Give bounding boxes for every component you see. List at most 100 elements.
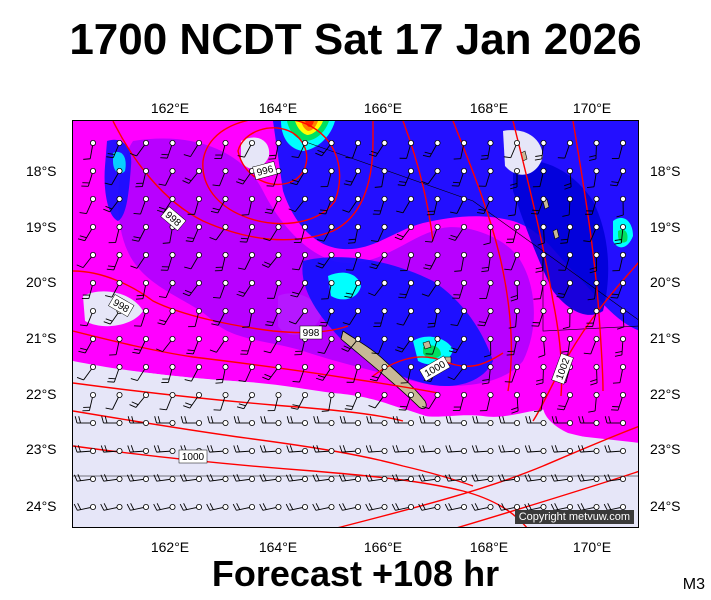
isobar-ne-4 [402,121,434,242]
wind-barb-feather [498,474,502,482]
station-circle-icon [460,363,467,370]
wind-barb-icon [398,391,414,411]
wind-barb-feather [156,474,161,481]
wind-barb-feather [450,324,458,327]
cyan-rain-cell-west [113,151,126,174]
station-circle-icon [248,503,255,510]
station-circle-icon [540,168,547,175]
station-circle-icon [328,447,335,454]
wind-barb-feather [535,154,543,157]
lat-label-24s-right: 24°S [650,498,681,514]
station-circle-icon [143,251,150,258]
wind-barb-feather [264,211,272,214]
wind-barb-feather [259,474,264,482]
wind-barb-feather [105,407,113,410]
wind-barb-icon [342,196,361,213]
wind-barb-feather [422,406,430,409]
station-circle-icon [89,251,96,258]
wind-barb-feather [74,474,78,482]
wind-barb-feather [394,236,402,241]
station-circle-icon [328,168,335,175]
wind-barb-feather [448,445,452,453]
wind-barb-feather [527,503,532,510]
wind-barb-feather [342,445,346,453]
station-circle-icon [434,224,441,231]
wind-barb-icon [447,363,467,381]
station-circle-icon [593,419,600,426]
wind-barb-feather [261,264,269,268]
wind-barb-feather [212,184,220,187]
wind-barb-feather [480,158,488,160]
wind-barb-feather [131,401,139,406]
station-circle-icon [275,251,282,258]
wind-barb-feather [481,382,489,385]
station-circle-icon [196,224,203,231]
wind-barb-icon [341,335,361,352]
map-canvas: 996 998 998 998 1000 1002 [73,121,638,527]
wind-barb-icon [339,416,361,426]
wind-barb-feather [365,503,370,511]
wind-barb-feather [554,503,559,510]
wind-barb-feather [158,183,166,186]
wind-barb-icon [560,335,573,357]
station-circle-icon [301,168,308,175]
station-circle-icon [328,139,335,146]
wind-barb-feather [527,474,532,481]
wind-barb-icon [537,224,547,246]
station-circle-icon [540,307,547,314]
station-circle-icon [593,224,600,231]
wind-barb-icon [186,335,203,355]
station-circle-icon [381,475,388,482]
wind-barb-icon [418,445,441,454]
wind-barb-icon [73,503,96,511]
isobar-ne-3 [572,121,604,392]
wind-barb-feather [339,445,343,453]
station-circle-icon [248,196,255,203]
wind-barb-feather [399,293,407,296]
wind-barb-icon [319,307,335,327]
wind-barb-feather [528,416,532,424]
lon-label-170e-bottom: 170°E [572,539,612,555]
wind-barb-feather [535,270,543,273]
wind-barb-icon [506,224,520,244]
wind-barb-feather [450,347,458,351]
station-circle-icon [275,363,282,370]
wind-barb-feather [508,214,516,217]
wind-barb-feather [77,474,82,481]
station-circle-icon [222,168,229,175]
station-circle-icon [460,307,467,314]
station-circle-icon [169,196,176,203]
wind-barb-feather [421,503,426,510]
wind-barb-icon [183,139,203,157]
wind-barb-icon [392,416,414,426]
isobar-1000-west [73,330,439,394]
wind-barb-feather [617,326,624,330]
station-circle-icon [222,419,229,426]
station-circle-icon [196,335,203,342]
wind-barb-icon [603,503,627,511]
wind-barb-feather [292,268,300,271]
station-circle-icon [381,251,388,258]
wind-barb-icon [288,307,308,325]
wind-barb-feather [392,445,396,453]
wind-barb-icon [106,251,123,271]
station-circle-icon [593,251,600,258]
wind-barb-icon [286,445,308,454]
station-circle-icon [143,335,150,342]
wind-barb-icon [135,279,150,300]
station-circle-icon [434,307,441,314]
wind-barb-icon [266,168,282,187]
wind-barb-icon [483,224,494,246]
station-circle-icon [222,447,229,454]
station-circle-icon [354,447,361,454]
wind-barb-feather [237,416,240,424]
wind-barb-feather [182,180,190,184]
wind-barb-icon [209,335,229,353]
wind-barb-icon [267,279,282,299]
station-circle-icon [275,196,282,203]
wind-barb-icon [109,335,123,356]
station-circle-icon [143,503,150,510]
wind-barb-icon [339,445,361,454]
wind-barb-feather [397,346,404,350]
wind-barb-icon [611,139,627,159]
